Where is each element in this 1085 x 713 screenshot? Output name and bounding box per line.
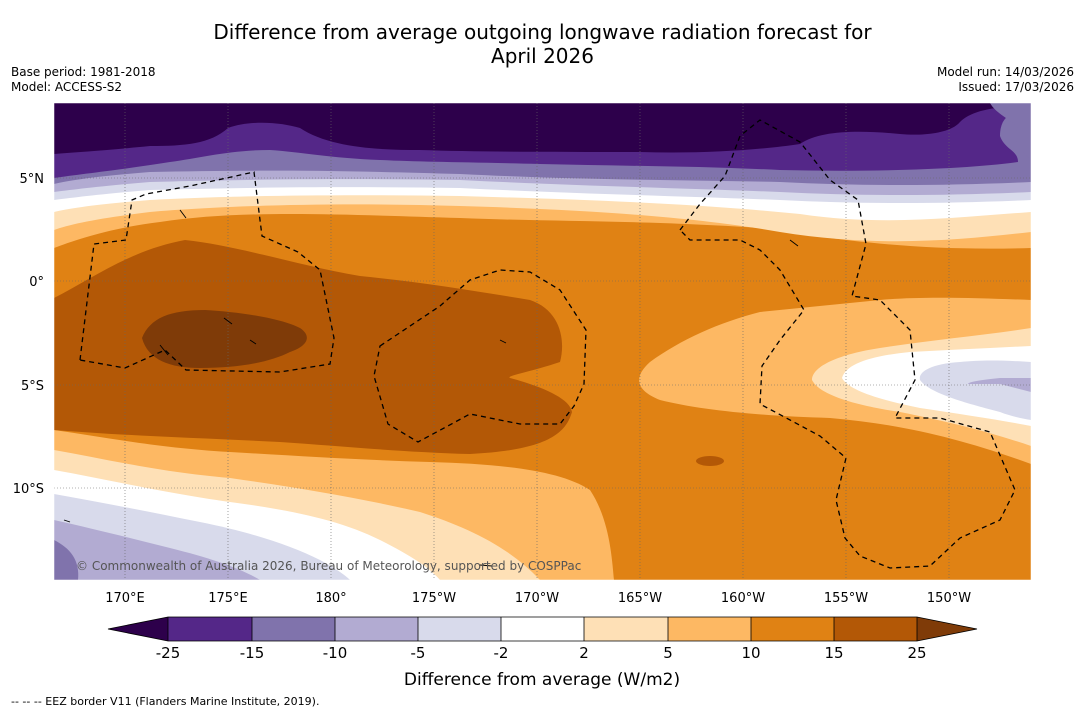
colorbar-tick: 25 bbox=[907, 644, 926, 662]
colorbar-dividers bbox=[167, 617, 918, 641]
lat-label-5n: 5°N bbox=[20, 172, 45, 187]
colorbar-tick: 5 bbox=[663, 644, 673, 662]
colorbar-extend-low bbox=[108, 617, 168, 641]
issued-text: Issued: 17/03/2026 bbox=[958, 80, 1074, 94]
lon-label-170e: 170°E bbox=[105, 591, 145, 606]
colorbar-bin bbox=[252, 617, 335, 641]
model-text: Model: ACCESS-S2 bbox=[11, 80, 123, 94]
colorbar-bin bbox=[668, 617, 751, 641]
title-line-1: Difference from average outgoing longwav… bbox=[213, 20, 872, 44]
lon-label-160w: 160°W bbox=[721, 591, 765, 606]
lon-label-175e: 175°E bbox=[208, 591, 248, 606]
colorbar-title: Difference from average (W/m2) bbox=[404, 670, 680, 690]
chart-title: Difference from average outgoing longwav… bbox=[0, 20, 1085, 68]
islands bbox=[63, 209, 799, 567]
colorbar-tick: -5 bbox=[411, 644, 426, 662]
colorbar-bin bbox=[751, 617, 834, 641]
lat-label-eq: 0° bbox=[29, 275, 44, 290]
patch-15-25-small bbox=[696, 456, 724, 466]
eez-phoenix bbox=[373, 269, 587, 443]
band-m5-m10-south bbox=[54, 520, 260, 580]
meta-right: Model run: 14/03/2026 Issued: 17/03/2026 bbox=[937, 65, 1074, 95]
colorbar-tick: -2 bbox=[494, 644, 509, 662]
title-line-2: April 2026 bbox=[491, 44, 594, 68]
patch-m10-m15-ne bbox=[990, 103, 1031, 160]
eez-borders bbox=[79, 119, 1016, 569]
region-15-25 bbox=[54, 240, 572, 454]
colorbar-extend-high bbox=[917, 617, 977, 641]
lon-label-165w: 165°W bbox=[618, 591, 662, 606]
colorbar-tick: 15 bbox=[824, 644, 843, 662]
map-area: © Commonwealth of Australia 2026, Bureau… bbox=[54, 103, 1031, 580]
lat-label-10s: 10°S bbox=[13, 482, 44, 497]
region-above-25 bbox=[142, 310, 307, 368]
copyright-text: © Commonwealth of Australia 2026, Bureau… bbox=[76, 559, 581, 573]
lon-label-175w: 175°W bbox=[412, 591, 456, 606]
lon-labels: 170°E 175°E 180° 175°W 170°W 165°W 160°W… bbox=[105, 591, 971, 606]
lon-label-150w: 150°W bbox=[927, 591, 971, 606]
map-frame bbox=[53, 102, 1032, 581]
map-figure: © Commonwealth of Australia 2026, Bureau… bbox=[13, 102, 1032, 690]
lat-labels: 5°N 0° 5°S 10°S bbox=[13, 172, 44, 497]
colorbar-bin bbox=[501, 617, 584, 641]
model-run-text: Model run: 14/03/2026 bbox=[936, 65, 1074, 79]
band-below-m25 bbox=[54, 103, 1031, 154]
lon-label-155w: 155°W bbox=[824, 591, 868, 606]
base-period-text: Base period: 1981-2018 bbox=[11, 65, 156, 79]
lon-label-170w: 170°W bbox=[515, 591, 559, 606]
colorbar-tick: 10 bbox=[741, 644, 760, 662]
eez-legend-text: -- -- -- EEZ border V11 (Flanders Marine… bbox=[11, 695, 320, 708]
colorbar-bin bbox=[168, 617, 252, 641]
tongue-m2-m5-east bbox=[919, 360, 1031, 420]
lat-label-5s: 5°S bbox=[21, 379, 44, 394]
band-m10-m15-south bbox=[54, 540, 79, 580]
colorbar-bin bbox=[418, 617, 501, 641]
eez-line-islands bbox=[679, 119, 1016, 569]
colorbar-tick: -25 bbox=[156, 644, 181, 662]
colorbar-tick: 2 bbox=[579, 644, 589, 662]
meta-left: Base period: 1981-2018 Model: ACCESS-S2 bbox=[11, 65, 156, 95]
tongue-m5-m10-east bbox=[968, 378, 1031, 392]
colorbar-bin bbox=[584, 617, 668, 641]
colorbar-bin bbox=[834, 617, 917, 641]
colorbar: -25 -15 -10 -5 -2 2 5 10 15 25 Differenc… bbox=[107, 616, 978, 690]
graticule bbox=[54, 103, 1031, 580]
colorbar-tick: -15 bbox=[240, 644, 265, 662]
lon-label-180: 180° bbox=[315, 591, 346, 606]
colorbar-tick: -10 bbox=[323, 644, 348, 662]
colorbar-bin bbox=[335, 617, 418, 641]
eez-tuvalu bbox=[79, 171, 335, 373]
